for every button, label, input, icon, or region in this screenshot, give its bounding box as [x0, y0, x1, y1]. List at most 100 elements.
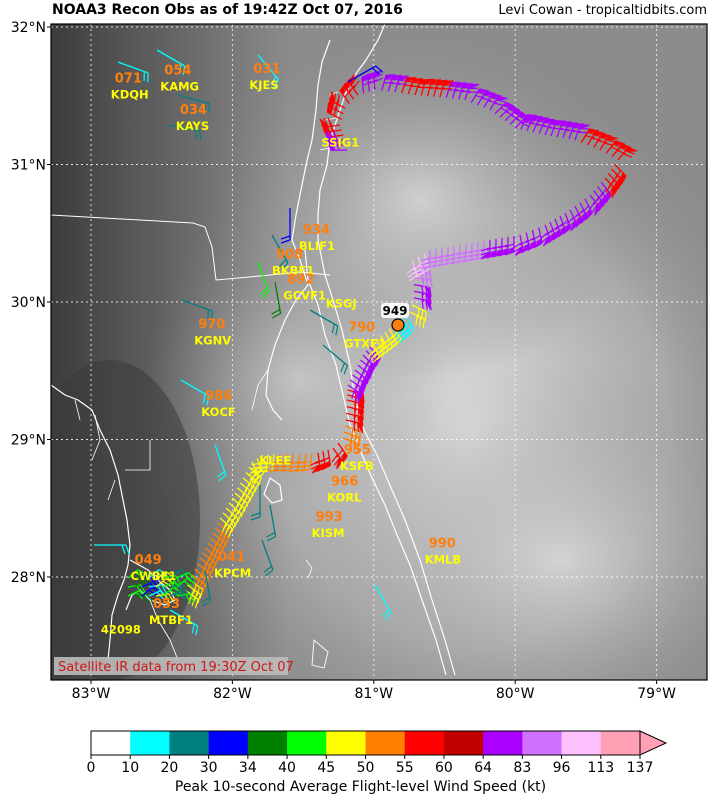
wind-barb-shaft	[309, 309, 339, 327]
wind-barb-feather	[462, 254, 473, 259]
colorbar-swatch	[208, 731, 249, 755]
wind-barb-feather	[121, 544, 126, 555]
station-42098[interactable]: 42098	[101, 622, 141, 636]
wind-barb-feather	[269, 461, 279, 464]
wind-barb-flag	[486, 249, 496, 257]
station-ssig1[interactable]: SSIG1	[321, 136, 359, 150]
wind-barb-feather	[420, 261, 431, 266]
station-id: SSIG1	[321, 136, 359, 150]
wind-barb-feather	[548, 127, 558, 130]
station-barb	[180, 379, 210, 406]
station-pressure: 034	[180, 103, 207, 118]
wind-barb-feather	[230, 515, 236, 525]
wind-barb-feather	[429, 278, 433, 289]
wind-barb-feather	[571, 212, 580, 221]
wind-barb-feather	[257, 465, 267, 470]
wind-barb-shaft	[117, 61, 149, 74]
station-barb	[117, 61, 149, 83]
wind-barb-feather	[171, 576, 177, 586]
wind-barb-flag	[560, 121, 572, 127]
wind-barb-feather	[486, 246, 497, 251]
wind-barb-feather	[432, 263, 443, 268]
wind-barb-feather	[148, 589, 158, 596]
station-id: KDQH	[111, 88, 149, 102]
wind-barb-feather	[251, 466, 261, 470]
wind-barb-flag	[502, 102, 515, 108]
colorbar-swatch	[247, 731, 288, 755]
wind-barb-feather	[201, 576, 206, 586]
lat-tick-label: 32°N	[11, 20, 46, 36]
wind-barb-feather	[545, 229, 554, 236]
wind-barb-shaft	[156, 49, 186, 67]
station-id: 42098	[101, 622, 141, 636]
wind-barb-feather	[371, 67, 380, 75]
storm-center-marker[interactable]: 949	[381, 303, 409, 332]
wind-barb-feather	[597, 140, 608, 144]
wind-barb-feather	[375, 65, 384, 73]
wind-barb-flag	[612, 140, 625, 146]
wind-barb-feather	[157, 585, 163, 595]
station-ksgj[interactable]: KSGJ	[326, 297, 357, 311]
wind-barb-feather	[462, 250, 473, 255]
wind-barb-feather	[192, 584, 197, 594]
wind-barb-feather	[211, 562, 216, 572]
station-barb	[167, 124, 202, 141]
station-id: KAYS	[176, 119, 209, 133]
wind-barb-flag	[424, 299, 431, 310]
wind-barb-feather	[379, 345, 387, 354]
colorbar-label: 45	[317, 760, 336, 776]
wind-barb-flag	[340, 83, 347, 95]
wind-barb-feather	[576, 209, 585, 217]
wind-barb-feather	[224, 537, 229, 547]
wind-barb-feather	[214, 557, 219, 567]
colorbar-swatch	[326, 731, 366, 755]
colorbar-swatch	[561, 731, 602, 755]
station-klee[interactable]: KLEE	[259, 453, 291, 467]
wind-barb-feather	[513, 242, 522, 249]
wind-barb-flag	[348, 75, 356, 86]
wind-barb-shaft	[162, 580, 176, 588]
wind-barb-shaft	[261, 539, 274, 571]
station-barb	[257, 54, 280, 88]
station-pressure: 892	[287, 272, 314, 287]
wind-barb-feather	[224, 518, 230, 528]
wind-barb-feather	[261, 291, 270, 299]
station-id: KMLB	[425, 552, 461, 566]
wind-barb-feather	[432, 255, 443, 260]
wind-barb-feather	[426, 260, 437, 265]
wind-barb-feather	[194, 129, 198, 140]
wind-barb-feather	[333, 131, 338, 141]
wind-barb-feather	[600, 188, 607, 197]
station-pressure: 955	[344, 443, 371, 458]
wind-barb-feather	[462, 258, 473, 263]
wind-barb-feather	[392, 335, 400, 344]
wind-barb-flag	[357, 415, 362, 427]
lat-tick-label: 29°N	[11, 433, 46, 449]
wind-barb-flag	[507, 106, 520, 112]
colorbar-title: Peak 10-second Average Flight-level Wind…	[174, 779, 547, 795]
station-barb	[322, 344, 349, 375]
station-id: KSFB	[340, 459, 374, 473]
wind-barb-feather	[424, 311, 427, 322]
station-id: KORL	[327, 490, 362, 504]
wind-barb-feather	[608, 178, 615, 188]
station-id: KSGJ	[326, 297, 357, 311]
